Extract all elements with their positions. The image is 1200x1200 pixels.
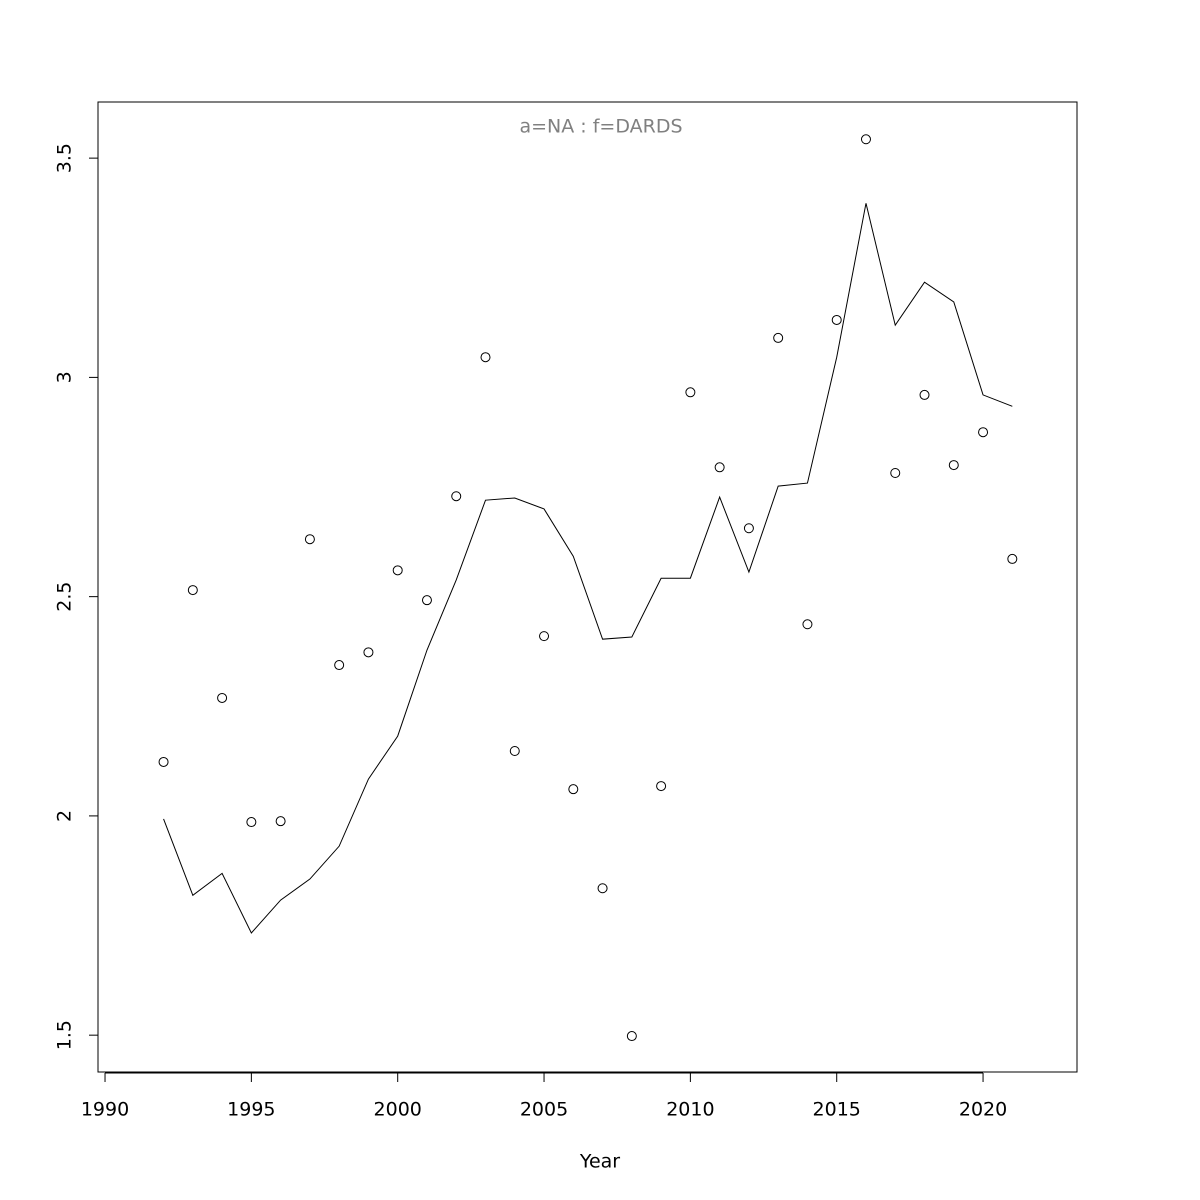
x-tick-label: 1995	[227, 1099, 275, 1121]
point	[421, 595, 432, 606]
point	[948, 460, 959, 471]
point	[831, 314, 842, 325]
point	[392, 565, 403, 576]
point	[246, 817, 257, 828]
point	[743, 523, 754, 534]
y-tick-label: 3	[54, 371, 76, 383]
point	[539, 631, 550, 642]
point	[217, 692, 228, 703]
point	[275, 816, 286, 827]
x-tick-label: 2000	[374, 1099, 422, 1121]
plot-box	[97, 101, 1078, 1073]
point	[860, 134, 871, 145]
point	[685, 387, 696, 398]
x-tick-label: 2010	[666, 1099, 714, 1121]
point	[304, 534, 315, 545]
point	[890, 467, 901, 478]
x-axis-label: Year	[579, 1151, 620, 1173]
point	[919, 389, 930, 400]
y-tick-label: 1.5	[54, 1020, 76, 1050]
x-tick-label: 1990	[81, 1099, 129, 1121]
point	[656, 781, 667, 792]
point	[773, 332, 784, 343]
x-tick-label: 2005	[520, 1099, 568, 1121]
point	[334, 660, 345, 671]
point	[1007, 553, 1018, 564]
point	[978, 427, 989, 438]
point	[451, 491, 462, 502]
point	[802, 619, 813, 630]
point	[597, 883, 608, 894]
x-tick-label: 2020	[959, 1099, 1007, 1121]
series-line	[163, 203, 1013, 934]
chart-title: a=NA : f=DARDS	[519, 116, 682, 138]
point	[158, 756, 169, 767]
y-tick-label: 2.5	[54, 582, 76, 612]
point	[714, 462, 725, 473]
point	[626, 1031, 637, 1042]
point	[509, 746, 520, 757]
y-tick-label: 2	[54, 810, 76, 822]
point	[187, 585, 198, 596]
point	[480, 352, 491, 363]
point	[568, 784, 579, 795]
y-tick-label: 3.5	[54, 143, 76, 173]
x-tick-label: 2015	[813, 1099, 861, 1121]
point	[363, 647, 374, 658]
